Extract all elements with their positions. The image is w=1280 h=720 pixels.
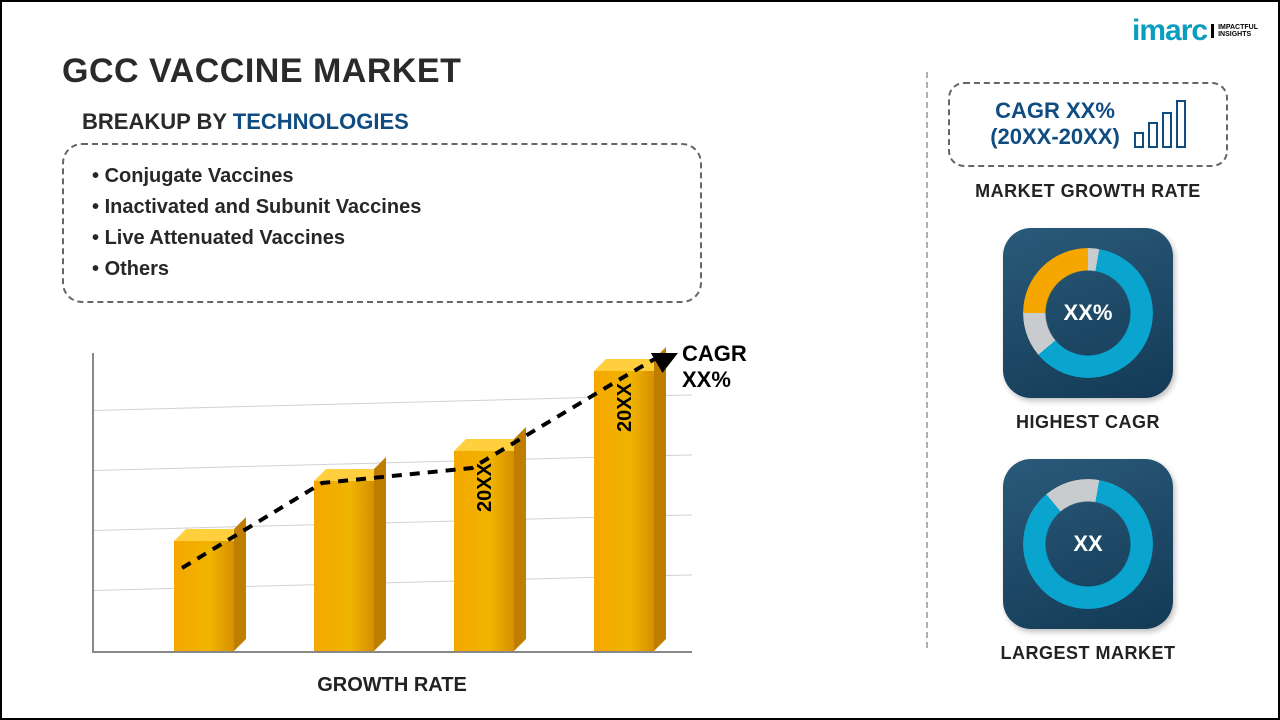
breakup-item: • Conjugate Vaccines xyxy=(92,161,672,192)
largest-market-label: LARGEST MARKET xyxy=(1001,643,1176,664)
cagr-summary-text: CAGR XX% (20XX-20XX) xyxy=(990,98,1120,151)
breakup-box: • Conjugate Vaccines • Inactivated and S… xyxy=(62,143,702,303)
cagr-summary-box: CAGR XX% (20XX-20XX) xyxy=(948,82,1228,167)
market-growth-rate-label: MARKET GROWTH RATE xyxy=(975,181,1201,202)
highest-cagr-card: XX% xyxy=(1003,228,1173,398)
breakup-item: • Inactivated and Subunit Vaccines xyxy=(92,192,672,223)
breakup-item: • Live Attenuated Vaccines xyxy=(92,223,672,254)
mini-bar-icon xyxy=(1134,100,1186,148)
chart-bar: 20XX xyxy=(594,371,654,651)
chart-bar xyxy=(314,481,374,651)
page-title: GCC VACCINE MARKET xyxy=(62,52,886,91)
largest-market-value: XX xyxy=(1073,531,1102,557)
brand-logo: imarc IMPACTFUL INSIGHTS xyxy=(1132,14,1258,48)
right-panel: CAGR XX% (20XX-20XX) MARKET GROWTH RATE … xyxy=(938,52,1238,688)
vertical-divider xyxy=(926,72,928,648)
chart-bar: 20XX xyxy=(454,451,514,651)
logo-text: imarc xyxy=(1132,14,1207,48)
highest-cagr-value: XX% xyxy=(1064,300,1113,326)
growth-chart: 20XX20XX CAGR XX% GROWTH RATE xyxy=(62,313,762,693)
x-axis-label: GROWTH RATE xyxy=(62,674,722,697)
chart-bar xyxy=(174,541,234,651)
highest-cagr-donut: XX% xyxy=(1023,248,1153,378)
main-layout: GCC VACCINE MARKET BREAKUP BY TECHNOLOGI… xyxy=(2,2,1278,718)
largest-market-donut: XX xyxy=(1023,479,1153,609)
largest-market-card: XX xyxy=(1003,459,1173,629)
left-panel: GCC VACCINE MARKET BREAKUP BY TECHNOLOGI… xyxy=(62,52,916,688)
breakup-subtitle: BREAKUP BY TECHNOLOGIES xyxy=(82,109,886,135)
chart-plot-area: 20XX 20XX xyxy=(92,353,692,653)
highest-cagr-label: HIGHEST CAGR xyxy=(1016,412,1160,433)
chart-cagr-label: CAGR XX% xyxy=(682,341,762,393)
breakup-item: • Others xyxy=(92,254,672,285)
logo-tagline: IMPACTFUL INSIGHTS xyxy=(1211,24,1258,38)
